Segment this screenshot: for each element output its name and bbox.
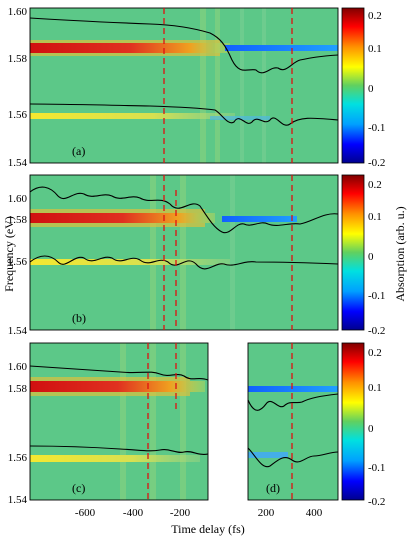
y-tick-labels: 1.60 1.58 1.56 1.54 1.60 1.58 1.56 1.54 … [8,6,28,506]
x-tick-neg400: -400 [123,507,144,519]
x-tick-neg600: -600 [75,507,96,519]
y-tick-c-4: 1.54 [8,494,28,506]
panel-a-fringes [200,8,266,163]
cb-b-tick-1: 0.2 [368,179,382,191]
colorbars [341,7,365,501]
cb-b-tick-5: -0.2 [368,325,385,337]
cb-c-tick-1: 0.2 [368,347,382,359]
panel-d-lower-trace [247,447,339,468]
panel-b-background [30,175,338,330]
cb-a-tick-5: -0.2 [368,157,385,169]
cb-b-tick-3: 0 [368,251,374,263]
panel-a-lower-trace [29,103,339,126]
y-tick-a-3: 1.56 [8,109,28,121]
panel-a-background [30,8,338,163]
cb-b-tick-2: 0.1 [368,211,382,223]
panel-c-red-band [30,381,205,392]
colorbar-c [341,342,365,501]
panel-c-yellow-band [30,455,200,462]
y-tick-b-1: 1.60 [8,193,28,205]
y-tick-c-1: 1.60 [8,361,28,373]
panel-b-lower-trace [29,255,339,270]
x-tick-neg200: -200 [170,507,191,519]
y-axis-label: Frequency (eV) [2,216,16,292]
panel-c-background [30,343,208,500]
y-tick-a-4: 1.54 [8,157,28,169]
panel-d-label: (d) [266,481,280,495]
x-tick-labels: -600 -400 -200 200 400 [75,507,323,519]
panel-b-upper-trace [29,186,339,234]
panel-a-upper-trace [29,17,339,74]
colorbar-a [341,7,365,164]
cb-a-tick-4: -0.1 [368,122,385,134]
x-axis-label: Time delay (fs) [171,522,245,536]
panel-a-label: (a) [72,144,85,158]
x-tick-400: 400 [306,507,323,519]
panel-d-blue-band [248,386,338,392]
y-tick-a-1: 1.60 [8,6,28,18]
cb-a-tick-3: 0 [368,83,374,95]
panel-b-red-band [30,213,215,223]
panel-d-background [248,343,338,500]
cb-c-tick-2: 0.1 [368,382,382,394]
panel-a-yellow-band [30,113,235,119]
x-tick-200: 200 [258,507,275,519]
cb-c-tick-4: -0.1 [368,462,385,474]
panel-a-blue-band [225,45,338,51]
y-tick-b-4: 1.54 [8,325,28,337]
panel-c-lower-trace [29,445,209,455]
panel-a-red-band [30,43,230,53]
cb-c-tick-5: -0.2 [368,496,385,508]
panel-b-label: (b) [72,311,86,325]
panel-d-upper-trace [247,393,339,411]
y-tick-a-2: 1.58 [8,53,28,65]
panel-a: (a) [29,7,339,164]
panel-b-yellow-band [30,259,230,265]
panel-d-lower-blue-band [248,452,288,458]
y-tick-c-2: 1.58 [8,383,28,395]
cb-a-tick-2: 0.1 [368,43,382,55]
panel-c: (c) [29,342,209,501]
y-tick-c-3: 1.56 [8,452,28,464]
y-tick-b-3: 1.56 [8,256,28,268]
cb-c-tick-3: 0 [368,423,374,435]
cb-b-tick-4: -0.1 [368,290,385,302]
panel-b-blue-band [222,216,297,222]
panel-c-label: (c) [72,481,85,495]
panel-b: (b) [29,174,339,331]
panel-d: (d) [247,342,339,501]
y-tick-b-2: 1.58 [8,214,28,226]
colorbar-b [341,174,365,331]
cb-a-tick-1: 0.2 [368,10,382,22]
colorbar-label: Absorption (arb. u.) [393,206,407,301]
panel-c-upper-trace [29,365,209,381]
colorbar-tick-labels: 0.2 0.1 0 -0.1 -0.2 0.2 0.1 0 -0.1 -0.2 … [368,10,385,508]
